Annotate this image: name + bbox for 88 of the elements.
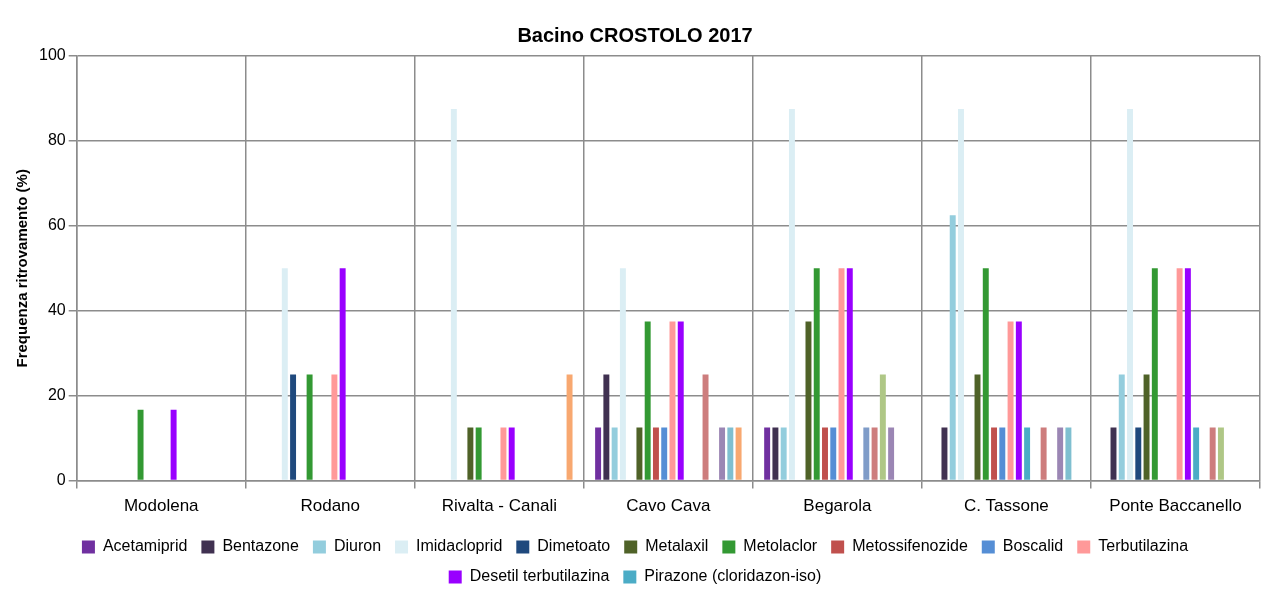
bar (566, 374, 573, 480)
legend-label: Metalaxil (645, 537, 709, 555)
legend-label: Terbutilazina (1098, 537, 1189, 555)
legend-label: Diuron (333, 537, 382, 555)
bar (1024, 427, 1031, 480)
bar (1040, 427, 1047, 480)
bar (879, 374, 886, 480)
bar (788, 109, 795, 480)
bar (475, 427, 482, 480)
legend-label: Imidacloprid (416, 537, 503, 555)
legend-label: Boscalid (1002, 537, 1064, 555)
bar (306, 374, 313, 480)
bar (331, 374, 338, 480)
y-axis-title: Frequenza ritrovamento (%) (13, 169, 31, 368)
bar (941, 427, 948, 480)
x-tick-label: Ponte Baccanello (1109, 496, 1242, 516)
legend-label: Bentazone (222, 537, 300, 555)
chart-title: Bacino CROSTOLO 2017 (517, 23, 753, 46)
bar (863, 427, 870, 480)
bar (780, 427, 787, 480)
bar (702, 374, 709, 480)
bar (170, 409, 177, 480)
y-tick-label: 80 (47, 131, 66, 149)
bar (1057, 427, 1064, 480)
bar (603, 374, 610, 480)
bar (1193, 427, 1200, 480)
bar (1135, 427, 1142, 480)
y-tick-label: 0 (56, 471, 66, 489)
y-tick-label: 40 (47, 301, 66, 319)
bar (677, 321, 684, 480)
bar (1127, 109, 1133, 480)
bar (595, 427, 602, 480)
bar (871, 427, 878, 480)
legend-label: Desetil terbutilazina (469, 567, 610, 585)
bar (508, 427, 515, 480)
legend-label: Metolaclor (743, 537, 818, 555)
legend-label: Pirazone (cloridazon-iso) (644, 567, 822, 585)
x-tick-label: Begarola (803, 496, 872, 516)
legend-label: Metossifenozide (852, 537, 968, 555)
bar (764, 427, 771, 480)
bar (1209, 427, 1216, 480)
bar (290, 374, 297, 480)
bar (281, 268, 288, 480)
bar (1007, 321, 1014, 480)
bar (661, 427, 668, 480)
x-tick-label: Rodano (300, 496, 361, 516)
bar (652, 427, 659, 480)
y-tick-label: 20 (47, 386, 66, 404)
bar (991, 427, 998, 480)
x-tick-label: Modolena (123, 496, 200, 516)
bar (846, 268, 853, 480)
bar (1176, 268, 1183, 480)
x-tick-label: Cavo Cava (626, 496, 711, 516)
x-tick-label: Rivalta - Canali (441, 496, 557, 516)
bar (982, 268, 989, 480)
bar (719, 427, 726, 480)
bar (727, 427, 734, 480)
y-tick-label: 100 (38, 46, 66, 64)
bar (339, 268, 346, 480)
bar (1184, 268, 1191, 480)
bar (1217, 427, 1224, 480)
bar (1065, 427, 1072, 480)
bar (450, 109, 457, 480)
bar (1118, 374, 1125, 480)
y-tick-label: 60 (47, 216, 66, 234)
bar (644, 321, 651, 480)
legend-label: Acetamiprid (102, 537, 188, 555)
bar (500, 427, 507, 480)
bar (467, 427, 474, 480)
bar (888, 427, 895, 480)
bar (1015, 321, 1022, 480)
bar (999, 427, 1006, 480)
bar (1151, 268, 1158, 480)
bar (949, 215, 956, 480)
bar (619, 268, 626, 480)
bar (822, 427, 828, 480)
bar (636, 427, 643, 480)
bar (1143, 374, 1150, 480)
x-tick-label: C. Tassone (964, 496, 1049, 516)
legend-label: Dimetoato (537, 537, 611, 555)
bar (805, 321, 812, 480)
bar (813, 268, 820, 480)
bar (611, 427, 618, 480)
bar (735, 427, 742, 480)
bar (772, 427, 779, 480)
bar (137, 409, 144, 480)
bar (830, 427, 837, 480)
bar (958, 109, 964, 480)
